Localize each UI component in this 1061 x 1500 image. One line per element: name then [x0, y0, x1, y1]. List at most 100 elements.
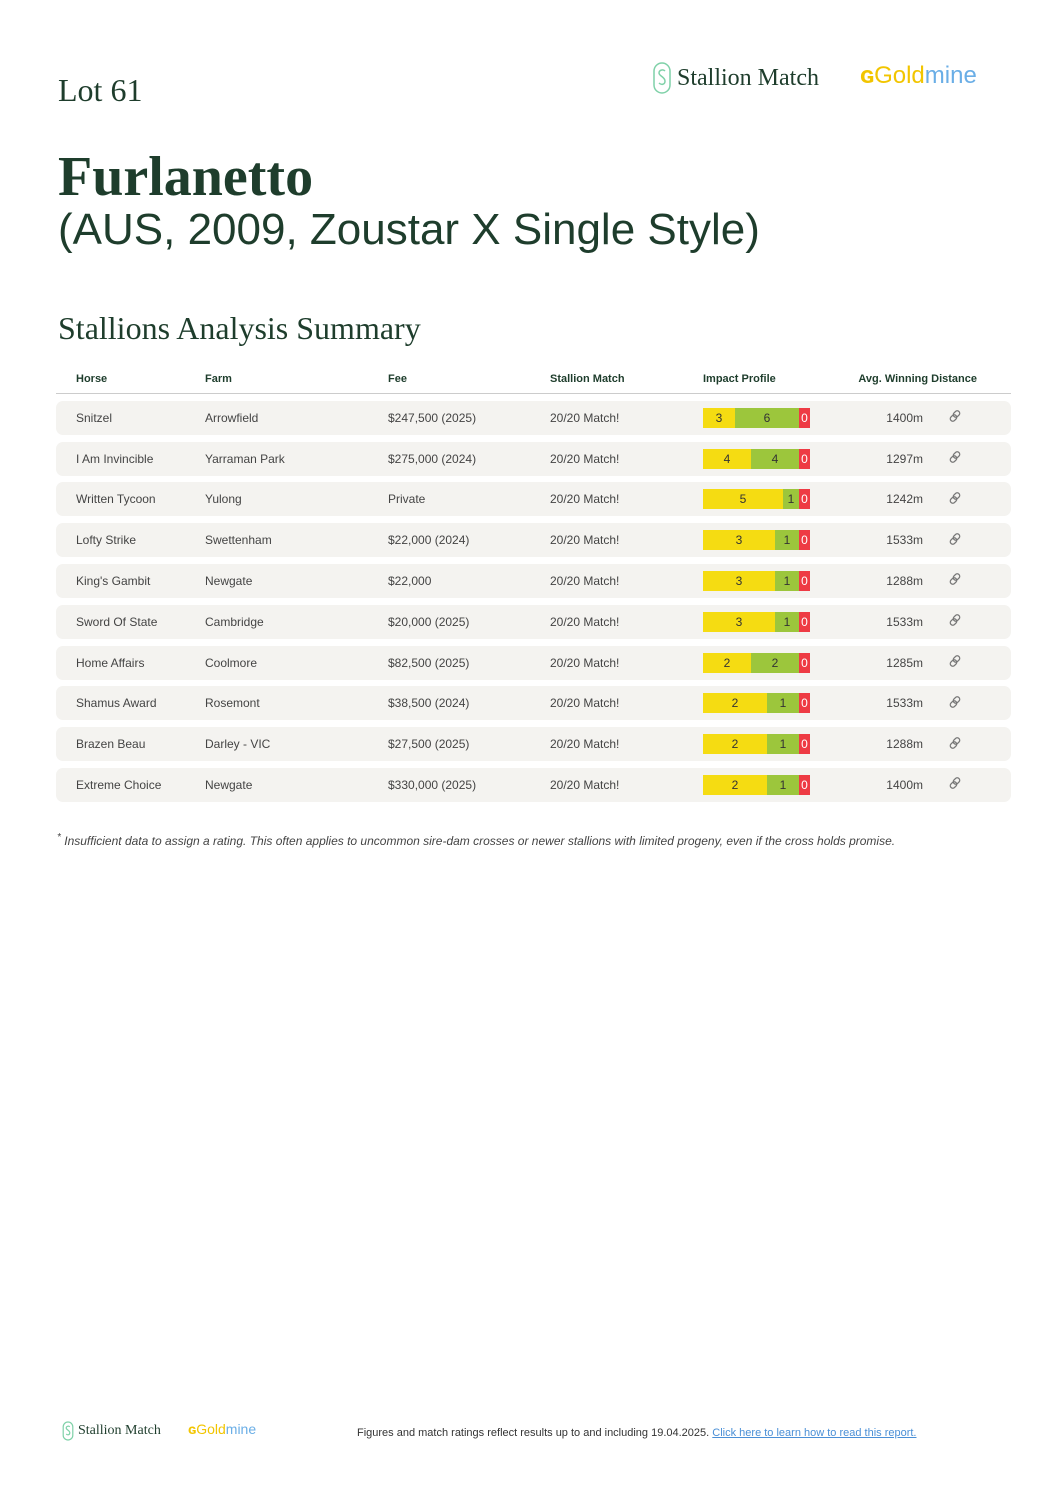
fee-cell: $38,500 (2024)	[388, 696, 470, 711]
distance-cell: 1297m	[886, 451, 923, 466]
impact-cell: 2 2 0	[703, 652, 853, 673]
impact-positive: 2	[703, 734, 767, 755]
impact-cell: 3 6 0	[703, 407, 853, 428]
fee-cell: Private	[388, 492, 426, 507]
distance-cell: 1242m	[886, 492, 923, 507]
impact-neutral: 1	[783, 489, 799, 510]
section-title: Stallions Analysis Summary	[58, 310, 421, 346]
horse-cell: Sword Of State	[76, 614, 158, 629]
stallions-table: Horse Farm Fee Stallion Match Impact Pro…	[56, 364, 1011, 802]
distance-cell: 1288m	[886, 737, 923, 752]
horse-cell: Snitzel	[76, 410, 113, 425]
goldmine-logo: ɢ Gold mine	[860, 62, 977, 89]
link-icon[interactable]	[923, 776, 987, 793]
fee-cell: $330,000 (2025)	[388, 777, 477, 792]
impact-negative: 0	[799, 774, 810, 795]
link-icon[interactable]	[923, 572, 987, 589]
farm-cell: Newgate	[205, 777, 253, 792]
link-icon[interactable]	[923, 532, 987, 549]
impact-neutral: 4	[751, 448, 799, 469]
impact-bar: 2 2 0	[703, 652, 810, 673]
table-row: Brazen Beau Darley - VIC $27,500 (2025) …	[56, 727, 1011, 762]
fee-cell: $20,000 (2025)	[388, 614, 470, 629]
impact-bar: 3 1 0	[703, 570, 810, 591]
link-icon[interactable]	[923, 450, 987, 467]
farm-cell: Cambridge	[205, 614, 264, 629]
farm-cell: Rosemont	[205, 696, 260, 711]
impact-cell: 3 1 0	[703, 530, 853, 551]
impact-negative: 0	[799, 448, 810, 469]
fee-cell: $22,000 (2024)	[388, 533, 470, 548]
impact-bar: 4 4 0	[703, 448, 810, 469]
goldmine-icon: ɢ	[860, 62, 875, 89]
impact-cell: 2 1 0	[703, 693, 853, 714]
horse-name: Furlanetto	[58, 146, 314, 208]
horse-cell: Lofty Strike	[76, 533, 137, 548]
table-header: Horse Farm Fee Stallion Match Impact Pro…	[56, 364, 1011, 394]
impact-bar: 2 1 0	[703, 774, 810, 795]
distance-cell: 1400m	[886, 410, 923, 425]
impact-cell: 4 4 0	[703, 448, 853, 469]
impact-bar: 2 1 0	[703, 734, 810, 755]
distance-cell: 1533m	[886, 696, 923, 711]
stallion-match-icon	[653, 62, 671, 94]
distance-cell: 1533m	[886, 533, 923, 548]
impact-neutral: 1	[775, 530, 799, 551]
impact-neutral: 1	[767, 693, 799, 714]
distance-cell: 1533m	[886, 614, 923, 629]
table-row: I Am Invincible Yarraman Park $275,000 (…	[56, 441, 1011, 476]
impact-positive: 3	[703, 570, 775, 591]
fee-cell: $275,000 (2024)	[388, 451, 477, 466]
impact-cell: 2 1 0	[703, 734, 853, 755]
impact-negative: 0	[799, 652, 810, 673]
horse-details: (AUS, 2009, Zoustar X Single Style)	[58, 205, 760, 254]
distance-cell: 1288m	[886, 573, 923, 588]
farm-cell: Darley - VIC	[205, 737, 271, 752]
impact-cell: 5 1 0	[703, 489, 853, 510]
impact-neutral: 1	[767, 734, 799, 755]
impact-positive: 2	[703, 774, 767, 795]
impact-negative: 0	[799, 693, 810, 714]
distance-cell: 1285m	[886, 655, 923, 670]
link-icon[interactable]	[923, 409, 987, 426]
match-cell: 20/20 Match!	[550, 492, 620, 507]
horse-cell: Extreme Choice	[76, 777, 162, 792]
horse-cell: Brazen Beau	[76, 737, 146, 752]
farm-cell: Newgate	[205, 573, 253, 588]
link-icon[interactable]	[923, 613, 987, 630]
match-cell: 20/20 Match!	[550, 451, 620, 466]
link-icon[interactable]	[923, 654, 987, 671]
footer-stallion-match-logo: Stallion Match	[62, 1421, 161, 1441]
link-icon[interactable]	[923, 491, 987, 508]
match-cell: 20/20 Match!	[550, 614, 620, 629]
impact-positive: 3	[703, 407, 735, 428]
fee-cell: $82,500 (2025)	[388, 655, 470, 670]
impact-negative: 0	[799, 489, 810, 510]
match-cell: 20/20 Match!	[550, 777, 620, 792]
impact-positive: 2	[703, 693, 767, 714]
impact-negative: 0	[799, 570, 810, 591]
impact-positive: 3	[703, 611, 775, 632]
distance-cell: 1400m	[886, 777, 923, 792]
table-row: Shamus Award Rosemont $38,500 (2024) 20/…	[56, 686, 1011, 721]
table-row: Home Affairs Coolmore $82,500 (2025) 20/…	[56, 645, 1011, 680]
impact-neutral: 1	[767, 774, 799, 795]
impact-bar: 2 1 0	[703, 693, 810, 714]
table-row: King's Gambit Newgate $22,000 20/20 Matc…	[56, 563, 1011, 598]
impact-positive: 2	[703, 652, 751, 673]
fee-cell: $247,500 (2025)	[388, 410, 477, 425]
read-report-link[interactable]: Click here to learn how to read this rep…	[712, 1427, 917, 1439]
link-icon[interactable]	[923, 736, 987, 753]
goldmine-icon: ɢ	[188, 1421, 197, 1437]
link-icon[interactable]	[923, 695, 987, 712]
impact-positive: 5	[703, 489, 783, 510]
farm-cell: Yulong	[205, 492, 242, 507]
impact-negative: 0	[799, 407, 810, 428]
horse-cell: Written Tycoon	[76, 492, 156, 507]
match-cell: 20/20 Match!	[550, 696, 620, 711]
impact-cell: 2 1 0	[703, 774, 853, 795]
horse-cell: Home Affairs	[76, 655, 145, 670]
stallion-match-icon	[62, 1421, 74, 1441]
impact-negative: 0	[799, 530, 810, 551]
table-row: Written Tycoon Yulong Private 20/20 Matc…	[56, 482, 1011, 517]
